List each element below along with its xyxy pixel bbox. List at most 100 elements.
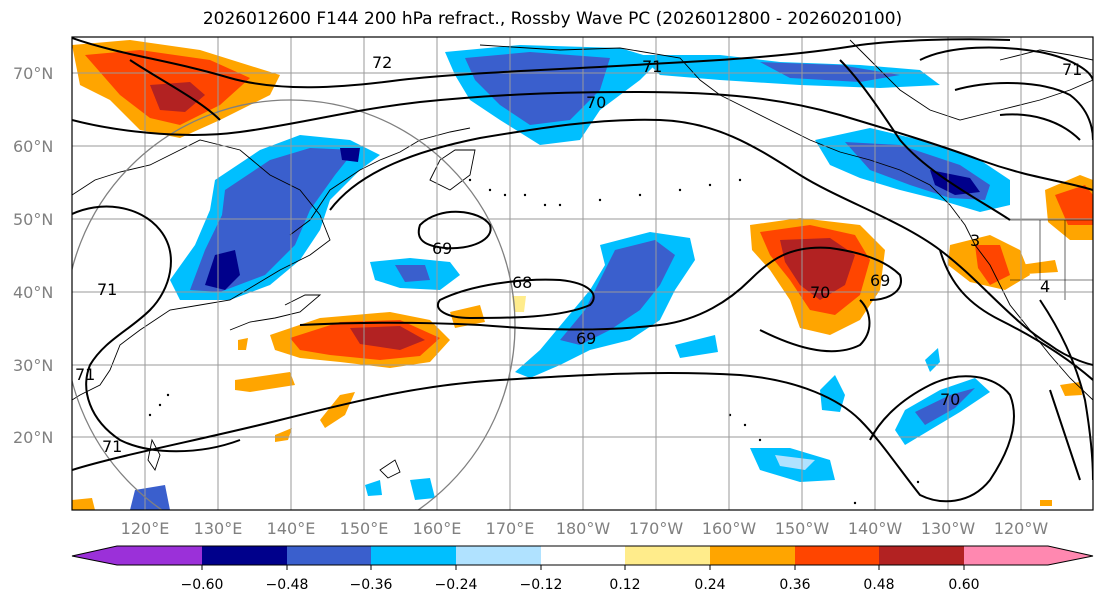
lon-label: 180°W	[556, 519, 611, 538]
lon-label: 140°E	[267, 519, 316, 538]
colorbar-bin	[795, 546, 879, 565]
colorbar-tick-label: 0.36	[779, 577, 810, 593]
colorbar-bin	[964, 546, 1048, 565]
lat-label: 20°N	[13, 428, 53, 447]
positive-anomaly-region	[150, 82, 205, 112]
colorbar-bin	[371, 546, 456, 565]
negative-anomaly-region	[465, 52, 610, 125]
map-area: 72 71 70 69 68 69 70 69 71 71 71 70 3 4 …	[72, 37, 1093, 510]
lat-label: 30°N	[13, 356, 53, 375]
colorbar-tick-label: −0.24	[435, 577, 478, 593]
colorbar-bin	[625, 546, 710, 565]
positive-anomaly-region	[780, 238, 855, 300]
positive-anomaly-region	[1060, 382, 1082, 396]
colorbar-bin	[710, 546, 795, 565]
lon-label: 130°E	[194, 519, 243, 538]
contour-label: 71	[97, 280, 117, 299]
colorbar-bin	[541, 546, 625, 565]
latitude-labels: 70°N 60°N 50°N 40°N 30°N 20°N	[13, 64, 53, 447]
islands	[148, 178, 920, 505]
lat-label: 70°N	[13, 64, 53, 83]
contour-label: 72	[372, 53, 392, 72]
positive-anomaly-region	[350, 326, 425, 350]
colorbar-tick-label: −0.48	[266, 577, 309, 593]
negative-anomaly-region	[775, 455, 815, 470]
colorbar-tick-label: 0.60	[948, 577, 979, 593]
lon-label: 150°W	[775, 519, 830, 538]
colorbar-tick-label: −0.60	[181, 577, 224, 593]
lon-label: 130°W	[921, 519, 976, 538]
shading-layer	[72, 40, 1093, 510]
lon-label: 160°E	[413, 519, 462, 538]
negative-anomaly-region	[915, 388, 975, 425]
colorbar-bin	[879, 546, 964, 565]
colorbar-bin	[287, 546, 371, 565]
contour-label: 68	[512, 273, 532, 292]
contours	[72, 37, 1093, 503]
colorbar-bin	[456, 546, 541, 565]
positive-anomaly-region	[235, 372, 295, 392]
colorbar	[71, 545, 1094, 566]
negative-anomaly-region	[130, 485, 170, 510]
positive-anomaly-region	[320, 392, 355, 428]
contour-label: 71	[1062, 60, 1082, 79]
negative-anomaly-region	[760, 62, 900, 82]
lon-label: 170°W	[629, 519, 684, 538]
positive-anomaly-region	[72, 498, 95, 510]
colorbar-tick-label: 0.24	[694, 577, 725, 593]
colorbar-ticks	[201, 565, 965, 570]
positive-anomaly-region	[238, 338, 248, 350]
contour-label: 70	[940, 390, 960, 409]
lon-label: 150°E	[340, 519, 389, 538]
negative-anomaly-region	[675, 335, 718, 358]
negative-anomaly-region	[205, 250, 240, 290]
contour-label: 71	[642, 57, 662, 76]
colorbar-tick-label: −0.12	[520, 577, 563, 593]
graticule	[72, 37, 1093, 510]
positive-anomaly-region	[975, 245, 1010, 285]
longitude-labels: 120°E 130°E 140°E 150°E 160°E 170°E 180°…	[121, 519, 1049, 538]
positive-anomaly-region	[1040, 500, 1052, 506]
colorbar-bin	[202, 546, 287, 565]
contour-label: 3	[970, 231, 980, 250]
contour-label: 4	[1040, 277, 1050, 296]
colorbar-tick-labels: −0.60 −0.48 −0.36 −0.24 −0.12 0.12 0.24 …	[181, 577, 980, 593]
positive-anomaly-region	[450, 305, 485, 328]
influence-circle	[72, 99, 516, 510]
negative-anomaly-region	[410, 478, 435, 500]
positive-anomaly-region	[275, 428, 292, 442]
colorbar-extend-low	[72, 546, 117, 565]
colorbar-tick-label: 0.12	[609, 577, 640, 593]
colorbar-outline	[71, 545, 1094, 566]
contour-label: 69	[870, 271, 890, 290]
lon-label: 140°W	[848, 519, 903, 538]
lon-label: 160°W	[702, 519, 757, 538]
contour-labels: 72 71 70 69 68 69 70 69 71 71 71 70 3 4 …	[75, 53, 1082, 456]
contour-label: 70	[810, 283, 830, 302]
negative-anomaly-region	[395, 265, 430, 282]
colorbar-bin	[117, 546, 202, 565]
contour-label: 69	[576, 329, 596, 348]
positive-anomaly-region	[1055, 185, 1093, 225]
colorbar-tick-label: −0.36	[350, 577, 393, 593]
positive-anomaly-region	[1020, 260, 1058, 274]
lon-label: 120°E	[121, 519, 170, 538]
contour-label: 71	[102, 437, 122, 456]
negative-anomaly-region	[365, 480, 382, 496]
negative-anomaly-region	[925, 348, 940, 372]
contour-label: 71	[75, 365, 95, 384]
map-frame	[71, 36, 1094, 511]
negative-anomaly-region	[340, 148, 360, 162]
lat-label: 60°N	[13, 137, 53, 156]
contour-label: 70	[586, 93, 606, 112]
lon-label: 170°E	[486, 519, 535, 538]
contour-label: 69	[432, 239, 452, 258]
map-title: 2026012600 F144 200 hPa refract., Rossby…	[202, 9, 903, 29]
colorbar-tick-label: 0.48	[863, 577, 894, 593]
lat-label: 50°N	[13, 210, 53, 229]
colorbar-extend-high	[1048, 546, 1093, 565]
lat-label: 40°N	[13, 283, 53, 302]
positive-anomaly-region	[512, 296, 526, 312]
lon-label: 120°W	[994, 519, 1049, 538]
